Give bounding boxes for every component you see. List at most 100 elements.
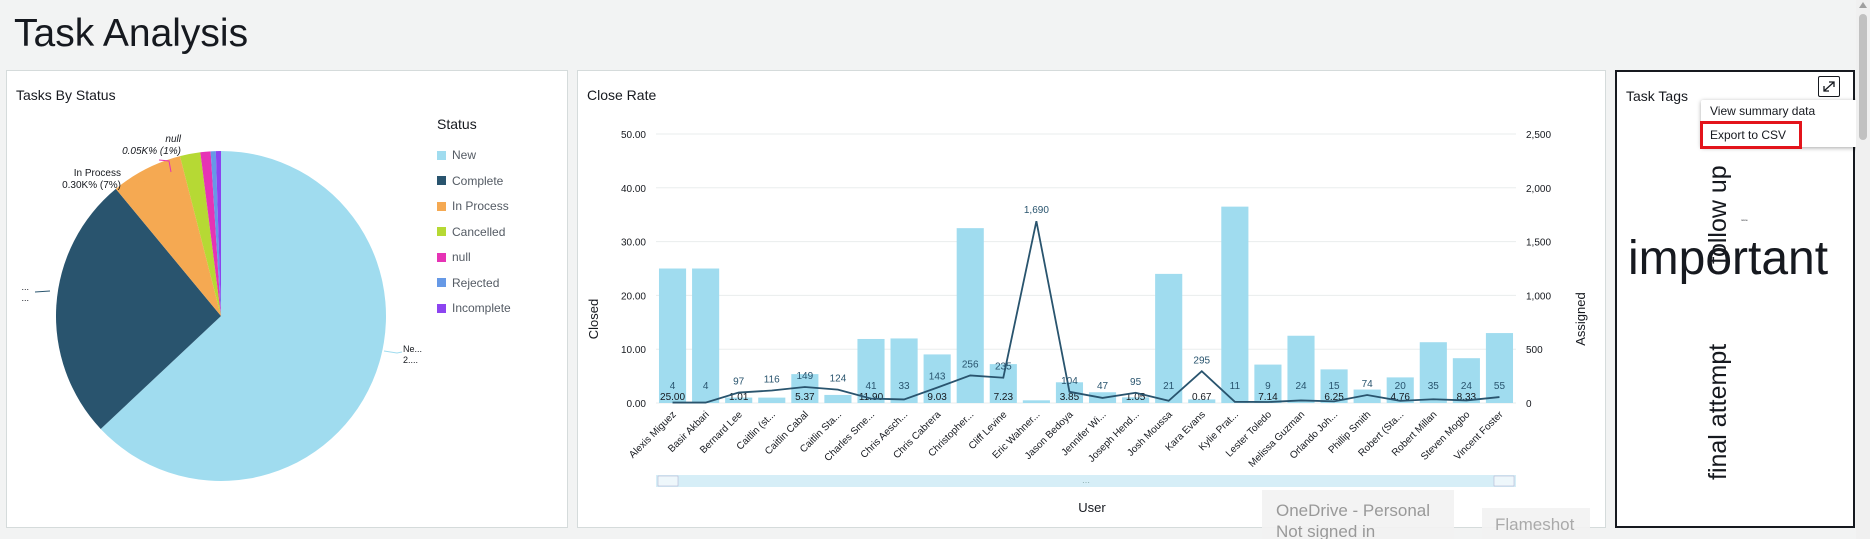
legend-title: Status bbox=[437, 116, 477, 132]
status-pie-chart[interactable]: null 0.05K% (1%) In Process 0.30K% (7%) … bbox=[7, 111, 427, 491]
line-assigned[interactable] bbox=[672, 220, 1500, 404]
menu-item-export-to-csv[interactable]: Export to CSV bbox=[1710, 128, 1787, 142]
flameshot-notification[interactable]: Flameshot bbox=[1482, 508, 1590, 539]
bar-closed[interactable] bbox=[1122, 397, 1150, 403]
bar-closed[interactable] bbox=[1022, 400, 1050, 403]
line-data-label: 116 bbox=[764, 375, 780, 386]
page-scrollbar[interactable] bbox=[1856, 0, 1870, 539]
scroll-up-icon[interactable] bbox=[1859, 2, 1867, 8]
word-important[interactable]: important bbox=[1628, 232, 1828, 285]
bar-closed[interactable] bbox=[725, 397, 753, 403]
word-follow-up[interactable]: follow up bbox=[1704, 165, 1732, 264]
bar-data-label: 9.03 bbox=[927, 392, 947, 403]
legend-label: In Process bbox=[452, 199, 509, 213]
bar-closed[interactable] bbox=[956, 228, 984, 403]
y-tick-left: 10.00 bbox=[621, 345, 646, 356]
line-data-label: 15 bbox=[1329, 381, 1341, 392]
line-data-label: 21 bbox=[1163, 381, 1175, 392]
bar-closed[interactable] bbox=[1155, 273, 1183, 403]
legend-label: New bbox=[452, 148, 477, 162]
pie-slice-cancelled[interactable] bbox=[179, 152, 221, 316]
bar-data-label: 25.00 bbox=[660, 392, 685, 403]
page-title: Task Analysis bbox=[14, 12, 249, 55]
line-data-label: 256 bbox=[962, 359, 979, 370]
bar-closed[interactable] bbox=[1320, 369, 1348, 403]
y-axis-label-closed: Closed bbox=[586, 299, 601, 339]
tasks-by-status-card[interactable]: Tasks By Status null 0.05K% (1%) In Proc… bbox=[6, 70, 568, 528]
line-data-label: 20 bbox=[1395, 381, 1407, 392]
legend-label: Complete bbox=[452, 173, 504, 188]
bar-closed[interactable] bbox=[692, 268, 720, 404]
card-title: Task Tags bbox=[1626, 88, 1688, 104]
pie-slice-rejected[interactable] bbox=[210, 151, 221, 316]
word-cloud[interactable]: important follow up final attempt none bbox=[1617, 72, 1853, 526]
legend-label: Rejected bbox=[452, 275, 500, 290]
scroll-thumb[interactable] bbox=[1859, 14, 1867, 140]
chart-scrollbar-left-handle[interactable] bbox=[657, 475, 679, 487]
expand-icon[interactable] bbox=[1818, 76, 1840, 97]
word-final-attempt[interactable]: final attempt bbox=[1704, 344, 1732, 480]
bar-closed[interactable] bbox=[1452, 358, 1480, 403]
bar-closed[interactable] bbox=[989, 364, 1017, 403]
bar-data-label: 4.76 bbox=[1390, 392, 1410, 403]
y-tick-left: 0.00 bbox=[627, 399, 647, 410]
legend-label: Incomplete bbox=[452, 301, 511, 315]
bar-closed[interactable] bbox=[658, 268, 687, 404]
bar-closed[interactable] bbox=[890, 338, 918, 403]
bar-closed[interactable] bbox=[758, 397, 786, 403]
bar-closed[interactable] bbox=[857, 338, 885, 403]
pie-slice-in-process[interactable] bbox=[115, 156, 221, 316]
bar-closed[interactable] bbox=[1254, 364, 1282, 403]
onedrive-notification[interactable]: OneDrive - Personal Not signed in bbox=[1262, 490, 1454, 539]
x-tick-label: Melissa Guzman bbox=[1247, 409, 1307, 469]
slice-label-null-value: 0.05K% (1%) bbox=[122, 146, 181, 157]
legend-item-complete[interactable]: Complete bbox=[437, 174, 503, 188]
y-tick-left: 50.00 bbox=[621, 130, 646, 141]
close-rate-chart[interactable]: 0.00 0 10.00 500 20.00 1,000 30.00 1,500 40.00 2,… bbox=[578, 71, 1606, 527]
chart-scrollbar-track[interactable] bbox=[656, 475, 1516, 487]
menu-item-view-summary-data[interactable]: View summary data bbox=[1710, 104, 1816, 118]
y-tick-right: 0 bbox=[1526, 399, 1532, 410]
bar-closed[interactable] bbox=[1419, 342, 1447, 403]
word-tiny[interactable]: none bbox=[1741, 218, 1748, 222]
legend-swatch bbox=[437, 176, 446, 185]
bar-data-label: 0.67 bbox=[1192, 392, 1212, 403]
card-title: Close Rate bbox=[587, 87, 657, 103]
legend-item-new[interactable]: New bbox=[437, 148, 476, 162]
legend-item-cancelled[interactable]: Cancelled bbox=[437, 225, 505, 239]
bar-closed[interactable] bbox=[923, 354, 951, 403]
y-tick-right: 2,000 bbox=[1526, 184, 1551, 195]
pie-slice-incomplete[interactable] bbox=[215, 151, 221, 316]
legend-label: null bbox=[452, 250, 471, 264]
line-data-label: 149 bbox=[797, 371, 814, 382]
legend-swatch bbox=[437, 227, 446, 236]
bar-closed[interactable] bbox=[1353, 389, 1381, 403]
bar-data-label: 1.05 bbox=[1126, 392, 1146, 403]
bar-closed[interactable] bbox=[1485, 333, 1514, 403]
line-data-label: 1,690 bbox=[1024, 205, 1049, 216]
leader-new bbox=[383, 350, 403, 354]
line-data-label: 124 bbox=[830, 374, 847, 385]
legend-item-rejected[interactable]: Rejected bbox=[437, 276, 499, 290]
legend-item-incomplete[interactable]: Incomplete bbox=[437, 301, 511, 315]
slice-label-in-process-name: In Process bbox=[74, 168, 121, 179]
bar-closed[interactable] bbox=[1188, 399, 1216, 403]
bar-closed[interactable] bbox=[1221, 206, 1249, 403]
chart-scrollbar-grip: ⋯ bbox=[1082, 478, 1090, 487]
legend-item-null[interactable]: null bbox=[437, 250, 471, 264]
line-data-label: 295 bbox=[1193, 355, 1210, 366]
chart-scrollbar-right-handle[interactable] bbox=[1493, 475, 1515, 487]
bar-closed[interactable] bbox=[1287, 335, 1315, 403]
close-rate-card[interactable]: Close Rate 0.00 0 10.00 500 20.00 1,000 30.00 1… bbox=[577, 70, 1606, 528]
pie-slice-null[interactable] bbox=[200, 151, 221, 316]
pie-slice-complete[interactable] bbox=[55, 188, 221, 429]
y-tick-right: 1,500 bbox=[1526, 238, 1551, 249]
line-data-label: 104 bbox=[1061, 376, 1078, 387]
bar-closed[interactable] bbox=[824, 394, 852, 403]
leader-in-process bbox=[119, 180, 149, 189]
y-axis-label-assigned: Assigned bbox=[1573, 292, 1588, 345]
bar-data-label: 6.25 bbox=[1324, 392, 1344, 403]
legend-swatch bbox=[437, 201, 446, 211]
legend-item-in-process[interactable]: In Process bbox=[437, 199, 509, 213]
pie-slice-new[interactable] bbox=[100, 151, 386, 481]
